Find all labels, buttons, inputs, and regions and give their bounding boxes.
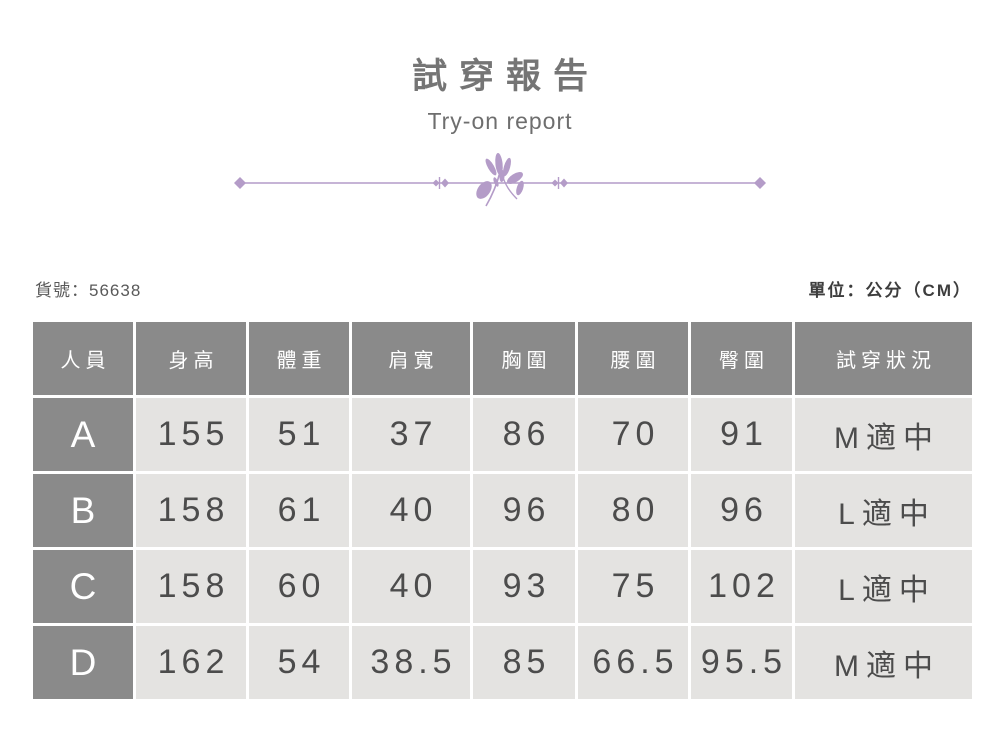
value-cell: 162 — [136, 626, 246, 699]
page-subtitle: Try-on report — [427, 108, 573, 134]
table-header-row: 人員 身高 體重 肩寬 胸圍 腰圍 臀圍 試穿狀況 — [33, 322, 972, 395]
value-cell: 158 — [136, 474, 246, 547]
table-row: A 155 51 37 86 70 91 M適中 — [33, 398, 972, 471]
table-row: D 162 54 38.5 85 66.5 95.5 M適中 — [33, 626, 972, 699]
value-cell: 38.5 — [352, 626, 470, 699]
unit-label: 單位：公分（CM） — [808, 281, 972, 300]
diamond-left-icon — [234, 177, 246, 189]
divider-graphic — [234, 153, 766, 207]
page-title: 試穿報告 — [411, 57, 600, 96]
header-cell-height: 身高 — [136, 322, 246, 395]
value-cell: 66.5 — [578, 626, 688, 699]
value-cell: 75 — [578, 550, 688, 623]
diamond-right-icon — [754, 177, 766, 189]
table-row: C 158 60 40 93 75 102 L適中 — [33, 550, 972, 623]
header-cell-waist: 腰圍 — [578, 322, 688, 395]
decorative-divider — [230, 152, 770, 214]
value-cell: 37 — [352, 398, 470, 471]
value-cell: 51 — [249, 398, 349, 471]
fit-cell: M適中 — [795, 398, 972, 471]
header-cell-chest: 胸圍 — [473, 322, 575, 395]
fit-cell: M適中 — [795, 626, 972, 699]
header-cell-weight: 體重 — [249, 322, 349, 395]
value-cell: 86 — [473, 398, 575, 471]
value-cell: 85 — [473, 626, 575, 699]
header-cell-person: 人員 — [33, 322, 133, 395]
header-cell-hip: 臀圍 — [691, 322, 792, 395]
value-cell: 155 — [136, 398, 246, 471]
iris-flower-icon — [476, 153, 524, 207]
value-cell: 96 — [691, 474, 792, 547]
value-cell: 61 — [249, 474, 349, 547]
table-row: B 158 61 40 96 80 96 L適中 — [33, 474, 972, 547]
header-cell-fit: 試穿狀況 — [795, 322, 972, 395]
ornament-right-icon — [551, 177, 568, 189]
meta-row: 貨號：56638 單位：公分（CM） — [35, 276, 972, 301]
report-header: 試穿報告 Try-on report — [0, 0, 1000, 135]
value-cell: 60 — [249, 550, 349, 623]
value-cell: 93 — [473, 550, 575, 623]
value-cell: 96 — [473, 474, 575, 547]
value-cell: 158 — [136, 550, 246, 623]
ornament-left-icon — [432, 177, 449, 189]
header-cell-shoulder: 肩寬 — [352, 322, 470, 395]
person-cell: B — [33, 474, 133, 547]
value-cell: 40 — [352, 474, 470, 547]
value-cell: 70 — [578, 398, 688, 471]
value-cell: 95.5 — [691, 626, 792, 699]
value-cell: 80 — [578, 474, 688, 547]
value-cell: 102 — [691, 550, 792, 623]
person-cell: A — [33, 398, 133, 471]
value-cell: 54 — [249, 626, 349, 699]
fit-cell: L適中 — [795, 550, 972, 623]
try-on-table: 人員 身高 體重 肩寬 胸圍 腰圍 臀圍 試穿狀況 A 155 51 37 86… — [30, 319, 975, 702]
person-cell: D — [33, 626, 133, 699]
value-cell: 40 — [352, 550, 470, 623]
fit-cell: L適中 — [795, 474, 972, 547]
product-code: 貨號：56638 — [35, 281, 142, 300]
person-cell: C — [33, 550, 133, 623]
value-cell: 91 — [691, 398, 792, 471]
